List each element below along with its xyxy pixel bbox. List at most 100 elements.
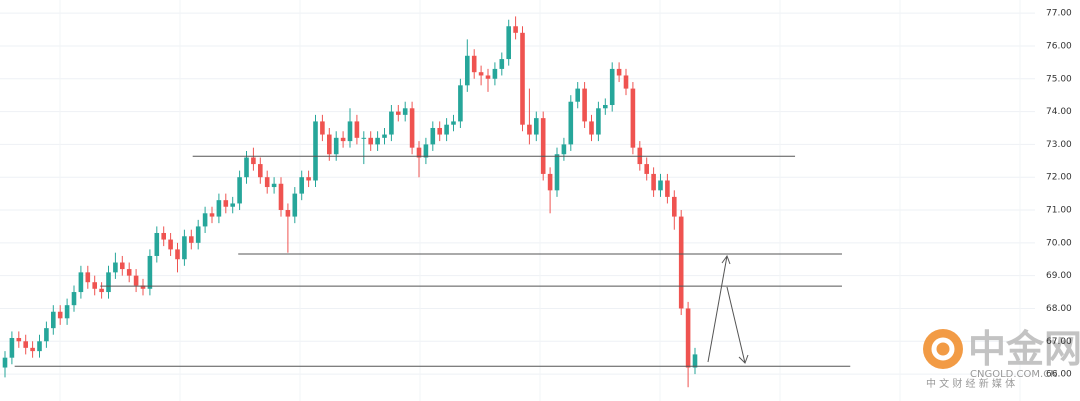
candle-body bbox=[527, 124, 532, 135]
candle-body bbox=[644, 164, 649, 174]
candle-body bbox=[258, 164, 263, 178]
candle-body bbox=[85, 272, 91, 283]
candle-body bbox=[685, 308, 691, 368]
candle-body bbox=[340, 137, 346, 142]
candle-body bbox=[409, 108, 415, 148]
candle-body bbox=[485, 75, 491, 79]
watermark-slogan: 中 文 财 经 新 媒 体 bbox=[926, 377, 1015, 390]
candle-body bbox=[623, 75, 629, 89]
arrow-head bbox=[738, 354, 749, 364]
candle-body bbox=[57, 311, 63, 319]
y-tick-label: 67.00 bbox=[1046, 337, 1072, 347]
candle-body bbox=[547, 173, 553, 191]
candle-body bbox=[2, 357, 8, 368]
candle-body bbox=[416, 147, 422, 158]
candle-body bbox=[9, 337, 15, 358]
candle-body bbox=[630, 88, 636, 148]
candle-body bbox=[202, 213, 208, 227]
candle-body bbox=[396, 111, 401, 115]
candle-body bbox=[278, 183, 284, 211]
candle-body bbox=[292, 193, 298, 217]
candle-body bbox=[471, 55, 477, 73]
candle-body bbox=[168, 239, 173, 250]
arrow-up bbox=[707, 255, 728, 363]
candle-body bbox=[147, 255, 153, 289]
candle-body bbox=[451, 121, 456, 125]
candle-body bbox=[603, 105, 608, 109]
candle-body bbox=[78, 272, 84, 293]
candle-body bbox=[582, 88, 587, 122]
candle-body bbox=[658, 180, 663, 191]
candle-body bbox=[361, 137, 367, 139]
y-tick-label: 73.00 bbox=[1046, 140, 1072, 150]
watermark-name: 中金网 bbox=[968, 327, 1080, 371]
candle-body bbox=[665, 180, 670, 197]
candle-body bbox=[120, 262, 125, 270]
candle-body bbox=[672, 196, 677, 217]
candle-body bbox=[92, 282, 97, 289]
grid bbox=[0, 0, 1035, 401]
candle-body bbox=[596, 108, 601, 135]
candle-body bbox=[182, 236, 187, 260]
candle-body bbox=[499, 59, 505, 69]
candle-body bbox=[195, 226, 201, 243]
candle-body bbox=[271, 183, 277, 188]
candle-body bbox=[506, 26, 511, 60]
candle-body bbox=[64, 305, 70, 319]
candle-body bbox=[609, 68, 615, 106]
y-tick-label: 72.00 bbox=[1046, 173, 1072, 183]
candle-body bbox=[126, 269, 132, 276]
candle-body bbox=[347, 121, 353, 142]
watermark-site: CNGOLD.COM.CN bbox=[970, 369, 1058, 380]
candle-body bbox=[189, 236, 194, 243]
candle-body bbox=[423, 144, 429, 158]
candle-body bbox=[23, 341, 28, 348]
candle-body bbox=[513, 26, 518, 33]
candle-body bbox=[223, 200, 229, 207]
arrow-down bbox=[726, 286, 746, 364]
candle-body bbox=[616, 68, 622, 76]
candle-body bbox=[333, 137, 339, 155]
candle-body bbox=[554, 154, 560, 191]
candle-body bbox=[465, 55, 470, 86]
candles bbox=[2, 16, 698, 388]
candle-body bbox=[313, 121, 318, 181]
candle-body bbox=[285, 210, 291, 217]
candle-body bbox=[175, 249, 180, 260]
candle-body bbox=[568, 101, 574, 145]
y-tick-label: 76.00 bbox=[1046, 41, 1072, 51]
candle-body bbox=[437, 127, 442, 135]
candle-body bbox=[106, 272, 111, 293]
y-tick-label: 71.00 bbox=[1046, 206, 1072, 216]
candle-body bbox=[244, 157, 249, 178]
y-tick-label: 66.00 bbox=[1046, 370, 1072, 380]
y-tick-label: 70.00 bbox=[1046, 238, 1072, 248]
candle-body bbox=[30, 347, 35, 352]
candle-body bbox=[651, 173, 656, 191]
candle-body bbox=[458, 85, 463, 122]
candle-body bbox=[575, 88, 580, 102]
candle-body bbox=[389, 111, 394, 135]
logo bbox=[923, 329, 963, 369]
candle-body bbox=[51, 311, 56, 329]
candle-body bbox=[209, 213, 215, 217]
candle-body bbox=[430, 127, 436, 145]
y-tick-label: 69.00 bbox=[1046, 271, 1072, 281]
candle-body bbox=[520, 32, 525, 125]
candle-body bbox=[444, 124, 449, 135]
candle-body bbox=[478, 72, 484, 76]
candle-body bbox=[320, 121, 325, 135]
candle-body bbox=[133, 275, 139, 286]
y-tick-label: 68.00 bbox=[1046, 304, 1072, 314]
candle-body bbox=[113, 262, 118, 273]
logo-mark bbox=[931, 337, 955, 361]
candle-body bbox=[37, 341, 42, 352]
y-tick-label: 77.00 bbox=[1046, 9, 1072, 19]
candle-body bbox=[306, 177, 311, 181]
candle-body bbox=[16, 337, 22, 342]
candle-body bbox=[692, 354, 698, 368]
candle-body bbox=[678, 216, 684, 309]
candle-body bbox=[264, 177, 270, 188]
candle-body bbox=[368, 137, 373, 145]
